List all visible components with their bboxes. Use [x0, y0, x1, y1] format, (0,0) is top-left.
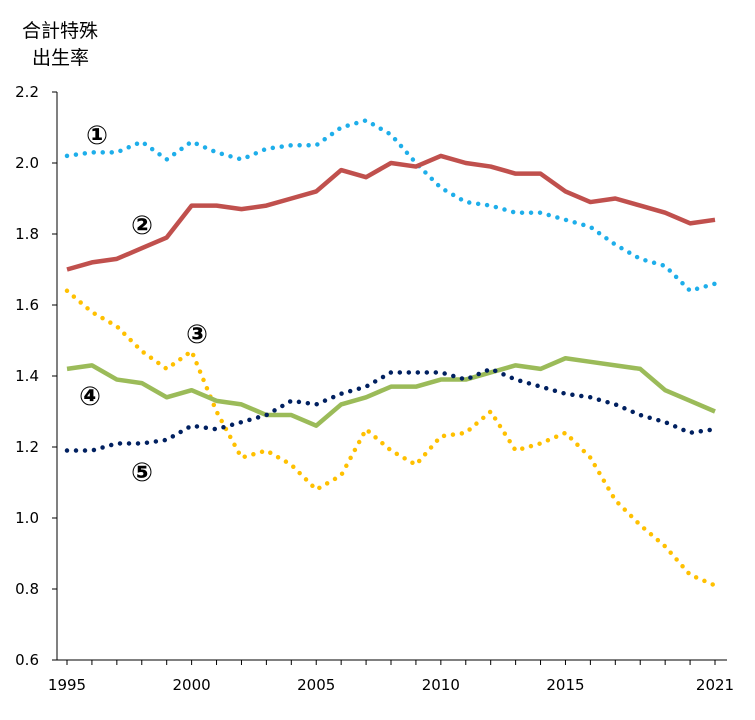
series-marker-5: ⑤ [131, 458, 153, 488]
series-line-1 [64, 117, 718, 294]
series-markers: ① ② ③ ④ ⑤ [79, 121, 208, 488]
y-axis-title: 合計特殊 出生率 [22, 18, 98, 72]
y-tick-label: 2.2 [15, 83, 39, 101]
y-axis-title-line-1: 合計特殊 [22, 20, 99, 42]
x-tick-label: 2005 [297, 676, 335, 694]
series-marker-1: ① [86, 121, 108, 151]
series-line-5 [64, 366, 718, 453]
y-tick-label: 1.4 [15, 367, 39, 385]
series-line-2 [66, 153, 716, 272]
axes: 0.6 0.8 1.0 1.2 1.4 1.6 1.8 2.0 2.2 1995 2000 2005 2… [15, 83, 734, 694]
y-tick-label: 1.6 [15, 296, 39, 314]
x-tick-label: 2015 [546, 676, 584, 694]
y-tick-label: 1.0 [15, 509, 39, 527]
series-marker-3: ③ [186, 320, 208, 350]
series-layer [64, 117, 718, 588]
x-tick-label: 2021 [696, 676, 734, 694]
x-tick-label: 2000 [173, 676, 211, 694]
series-marker-4: ④ [79, 382, 101, 412]
y-tick-label: 0.6 [15, 651, 39, 669]
x-tick-label: 1995 [48, 676, 86, 694]
y-axis-title-line-2: 出生率 [32, 47, 90, 69]
x-tick-label: 2010 [422, 676, 460, 694]
y-tick-label: 2.0 [15, 154, 39, 172]
y-tick-label: 1.2 [15, 438, 39, 456]
y-tick-label: 1.8 [15, 225, 39, 243]
series-line-4 [66, 356, 716, 428]
y-tick-label: 0.8 [15, 580, 39, 598]
series-marker-2: ② [131, 211, 153, 241]
